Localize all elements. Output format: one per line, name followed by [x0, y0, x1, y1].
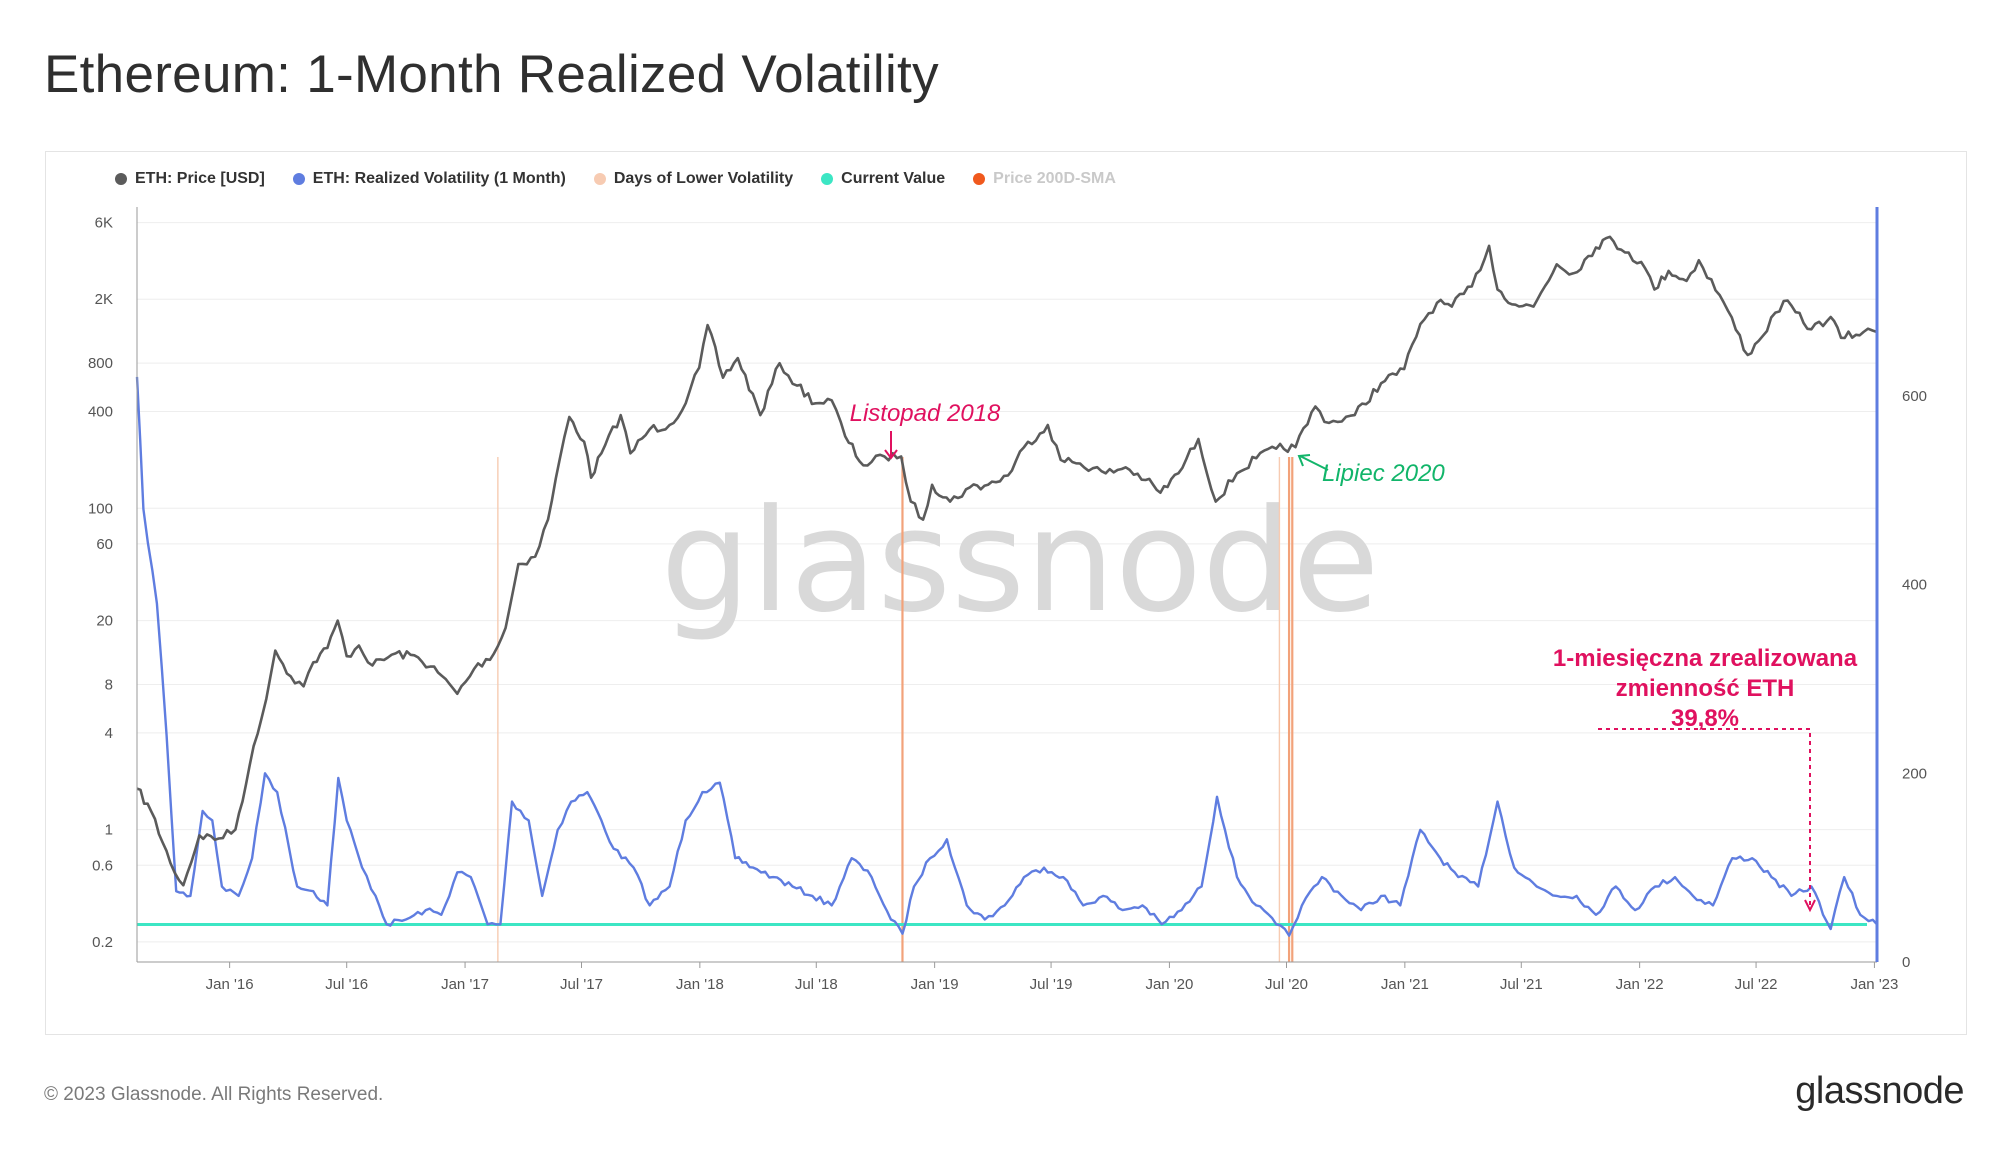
annotation-nov2018-arrowhead: [884, 449, 898, 460]
legend-item-sma[interactable]: Price 200D-SMA: [973, 170, 1116, 188]
legend-item-lower-volatility[interactable]: Days of Lower Volatility: [593, 170, 794, 188]
y-left-tick-label-6: 20: [96, 613, 113, 630]
y-axis-left-ticks: 6K 2K 800 400 100 60 20 8 4 1 0.6 0.2: [88, 215, 113, 951]
y-left-tick-label-11: 0.2: [92, 934, 113, 951]
x-tick-label-10: Jan '21: [1381, 976, 1429, 993]
legend-swatch-sma: [973, 173, 986, 185]
y-left-tick-label-5: 60: [96, 536, 113, 553]
legend-swatch-price: [115, 173, 127, 185]
x-tick-label-9: Jul '20: [1265, 976, 1308, 993]
lower-volatility-bars: [497, 457, 1294, 962]
y-left-tick-label-10: 0.6: [92, 857, 113, 874]
y-left-tick-label-3: 400: [88, 404, 113, 421]
legend-label-volatility: ETH: Realized Volatility (1 Month): [312, 170, 566, 187]
y-axis-right-ticks: 0 200 400 600: [1902, 388, 1927, 971]
annotation-current-line-3: 39,8%: [1671, 705, 1739, 732]
x-tick-label-14: Jan '23: [1850, 976, 1898, 993]
footer-copyright: © 2023 Glassnode. All Rights Reserved.: [44, 1084, 384, 1105]
x-tick-label-13: Jul '22: [1735, 976, 1778, 993]
annotation-current-arrowhead: [1804, 899, 1816, 913]
annotation-current-line-2: zmienność ETH: [1616, 675, 1795, 702]
x-tick-label-8: Jan '20: [1145, 976, 1193, 993]
x-tick-label-1: Jul '16: [325, 976, 368, 993]
annotation-jul2020: Lipiec 2020: [1297, 454, 1445, 487]
chart-legend: ETH: Price [USD] ETH: Realized Volatilit…: [115, 168, 1116, 190]
footer-brand-logo[interactable]: glassnode: [1795, 1070, 1964, 1112]
x-tick-label-0: Jan '16: [206, 976, 254, 993]
series-line-price: [136, 235, 1878, 887]
x-tick-label-2: Jan '17: [441, 976, 489, 993]
legend-label-current-value: Current Value: [841, 170, 946, 187]
legend-swatch-volatility: [292, 173, 305, 185]
y-right-tick-label-3: 600: [1902, 388, 1927, 405]
axes: [136, 207, 1879, 963]
grid-lines: [137, 222, 1877, 943]
legend-item-price[interactable]: ETH: Price [USD]: [115, 170, 265, 188]
y-left-tick-label-8: 4: [105, 725, 113, 742]
x-tick-label-12: Jan '22: [1616, 976, 1664, 993]
legend-swatch-current-value: [821, 173, 834, 185]
y-left-tick-label-4: 100: [88, 500, 113, 517]
annotation-nov2018: Listopad 2018: [850, 400, 1001, 460]
x-tick-label-5: Jul '18: [795, 976, 838, 993]
legend-label-sma: Price 200D-SMA: [993, 170, 1116, 187]
annotation-current-leader: [1598, 728, 1811, 908]
y-right-tick-label-0: 0: [1902, 954, 1910, 971]
watermark: glassnode: [661, 479, 1380, 644]
x-tick-label-7: Jul '19: [1030, 976, 1073, 993]
series-line-volatility: [135, 376, 1878, 937]
y-right-tick-label-1: 200: [1902, 765, 1927, 782]
x-axis-ticks: Jan '16 Jul '16 Jan '17 Jul '17 Jan '18 Jul '…: [206, 962, 1898, 993]
y-right-tick-label-2: 400: [1902, 577, 1927, 594]
legend-swatch-lower-volatility: [593, 173, 606, 185]
annotation-current: 1-miesięczna zrealizowana zmienność ETH …: [1553, 645, 1858, 913]
x-tick-label-11: Jul '21: [1500, 976, 1543, 993]
y-left-tick-label-1: 2K: [95, 291, 113, 308]
y-left-tick-label-9: 1: [105, 822, 113, 839]
x-tick-label-4: Jan '18: [676, 976, 724, 993]
annotation-jul2020-arrowhead: [1297, 454, 1311, 467]
legend-label-price: ETH: Price [USD]: [135, 170, 265, 187]
legend-item-volatility[interactable]: ETH: Realized Volatility (1 Month): [292, 170, 566, 188]
legend-item-current-value[interactable]: Current Value: [821, 170, 945, 188]
annotation-nov2018-label: Listopad 2018: [850, 400, 1001, 427]
y-left-tick-label-2: 800: [88, 355, 113, 372]
y-left-tick-label-7: 8: [105, 677, 113, 694]
x-tick-label-3: Jul '17: [560, 976, 603, 993]
annotation-jul2020-arrow: [1299, 455, 1329, 471]
chart-panel: [45, 151, 1967, 1035]
annotation-current-line-1: 1-miesięczna zrealizowana: [1553, 645, 1858, 672]
legend-label-lower-volatility: Days of Lower Volatility: [613, 170, 794, 187]
page-title: Ethereum: 1-Month Realized Volatility: [44, 45, 939, 104]
annotation-jul2020-label: Lipiec 2020: [1322, 460, 1445, 487]
x-tick-label-6: Jan '19: [911, 976, 959, 993]
y-left-tick-label-0: 6K: [95, 215, 113, 232]
